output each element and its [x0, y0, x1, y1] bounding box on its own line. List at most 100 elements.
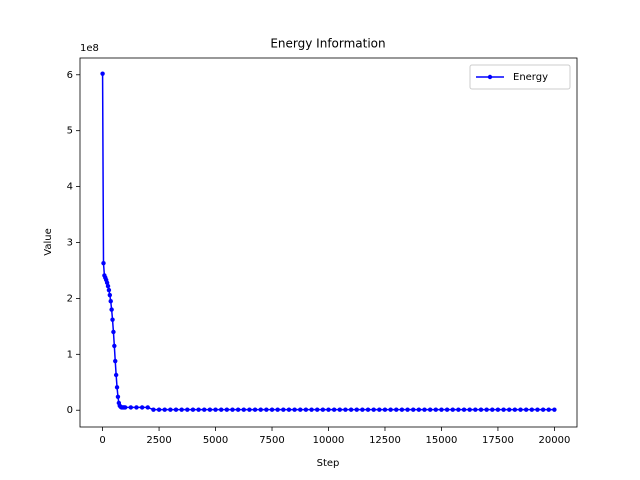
marker	[269, 407, 275, 412]
marker	[540, 407, 546, 412]
marker	[382, 407, 388, 412]
marker	[202, 407, 207, 412]
marker	[128, 405, 134, 410]
marker	[405, 407, 410, 412]
y-tick-label: 4	[67, 182, 73, 193]
marker	[337, 407, 342, 412]
marker	[456, 407, 461, 412]
y-tick-label: 5	[67, 126, 73, 137]
marker	[399, 407, 405, 412]
marker	[298, 407, 303, 412]
marker	[247, 407, 252, 412]
marker	[179, 407, 184, 412]
marker	[156, 407, 162, 412]
y-tick-label: 1	[67, 349, 73, 360]
marker	[427, 407, 433, 412]
marker	[501, 407, 506, 412]
marker	[371, 407, 376, 412]
legend-marker	[487, 74, 493, 80]
marker	[218, 407, 224, 412]
chart-title: Energy Information	[270, 37, 385, 51]
marker	[151, 407, 156, 412]
marker	[101, 260, 106, 266]
marker	[109, 307, 114, 312]
marker	[309, 407, 314, 412]
marker	[360, 407, 365, 412]
marker	[114, 385, 120, 390]
marker	[145, 405, 150, 410]
x-tick-label: 15000	[426, 435, 458, 446]
marker	[461, 407, 467, 412]
marker	[331, 407, 337, 412]
marker	[388, 407, 393, 412]
marker	[196, 407, 201, 412]
marker	[111, 329, 116, 335]
marker	[343, 407, 348, 412]
marker	[292, 407, 297, 412]
legend-box	[469, 64, 571, 90]
marker	[139, 405, 145, 410]
y-tick-label: 6	[67, 70, 73, 81]
marker	[444, 407, 450, 412]
x-tick-label: 20000	[539, 435, 571, 446]
marker	[365, 407, 371, 412]
marker	[224, 407, 230, 412]
marker	[326, 407, 331, 412]
marker	[377, 407, 382, 412]
marker	[230, 407, 235, 412]
x-tick-label: 7500	[259, 435, 284, 446]
marker	[303, 407, 309, 412]
y-tick-label: 2	[67, 293, 73, 304]
marker	[104, 280, 110, 285]
marker	[490, 407, 495, 412]
y-tick-label: 0	[67, 405, 73, 416]
marker	[286, 407, 292, 412]
x-tick-label: 10000	[313, 435, 345, 446]
marker	[411, 407, 416, 412]
marker	[394, 407, 399, 412]
marker	[106, 287, 112, 293]
marker	[107, 292, 113, 298]
marker	[518, 407, 523, 412]
marker	[512, 407, 518, 412]
marker	[100, 71, 105, 76]
x-tick-label: 12500	[369, 435, 401, 446]
marker	[258, 407, 263, 412]
marker	[105, 283, 111, 289]
series	[100, 71, 557, 412]
legend: Energy	[469, 64, 571, 90]
marker	[252, 407, 258, 412]
marker	[108, 299, 113, 304]
marker	[529, 407, 535, 412]
y-axis-label: Value	[43, 228, 54, 255]
x-tick-label: 5000	[203, 435, 228, 446]
marker	[320, 407, 326, 412]
marker	[450, 407, 455, 412]
marker	[185, 407, 190, 412]
plot-frame	[79, 57, 578, 428]
marker	[467, 407, 472, 412]
marker	[162, 407, 167, 412]
marker	[173, 407, 179, 412]
marker	[110, 317, 115, 322]
marker	[495, 407, 501, 412]
marker	[416, 407, 422, 412]
x-tick-label: 0	[99, 435, 105, 446]
marker	[484, 407, 489, 412]
legend-label: Energy	[513, 72, 548, 83]
marker	[134, 405, 139, 410]
marker	[552, 407, 557, 412]
marker	[122, 405, 128, 410]
marker	[433, 407, 439, 412]
x-tick-label: 17500	[482, 435, 514, 446]
marker	[478, 407, 484, 412]
y-offset-label: 1e8	[80, 43, 99, 54]
marker	[348, 407, 354, 412]
marker	[113, 358, 118, 364]
marker	[439, 407, 444, 412]
marker	[264, 407, 269, 412]
marker	[235, 407, 241, 412]
marker	[523, 407, 529, 412]
marker	[190, 407, 196, 412]
